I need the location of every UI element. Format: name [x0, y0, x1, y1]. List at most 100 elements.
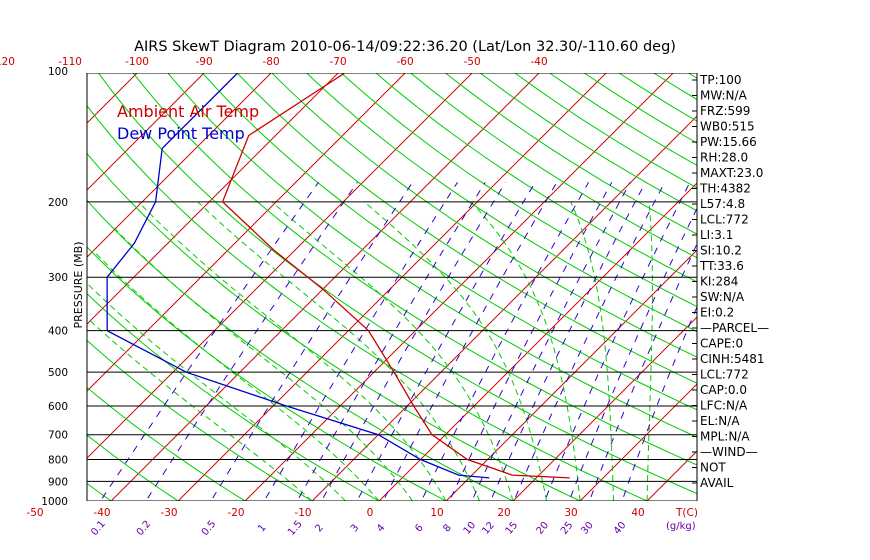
top-temp-tick-label: -70 — [329, 56, 346, 68]
top-temp-tick-label: -40 — [530, 56, 547, 68]
mixing-ratio-unit: (g/kg) — [666, 521, 696, 532]
mixing-ratio-line — [513, 182, 666, 501]
pressure-tick-label: 100 — [48, 66, 68, 78]
isotherm-line — [772, 73, 870, 510]
index-label: MW:N/A — [700, 89, 748, 103]
dry-adiabat-line — [271, 73, 697, 358]
index-label: WB0:515 — [700, 120, 755, 134]
mixing-ratio-tick-label: 8 — [441, 522, 454, 534]
moist-adiabat-line — [87, 282, 346, 501]
mixing-ratio-line — [471, 182, 631, 501]
index-label: AVAIL — [700, 476, 734, 490]
legend-dew-point: Dew Point Temp — [117, 124, 245, 143]
index-label: PW:15.66 — [700, 135, 757, 149]
index-label: LFC:N/A — [700, 399, 748, 413]
index-label: RH:28.0 — [700, 151, 748, 165]
index-label: SI:10.2 — [700, 244, 742, 258]
index-label: LCL:772 — [700, 368, 749, 382]
isotherm-line — [177, 73, 607, 501]
index-label: LCL:772 — [700, 213, 749, 227]
moist-adiabat-line — [138, 201, 447, 501]
isotherm-line — [87, 73, 406, 392]
isotherm-line — [244, 73, 674, 501]
mixing-ratio-tick-label: 0.5 — [200, 519, 219, 538]
isotherm-line — [110, 73, 540, 501]
isotherm-line — [87, 73, 339, 325]
index-label: CAP:0.0 — [700, 383, 747, 397]
profile-lines — [106, 73, 570, 479]
bottom-temp-tick-label: 40 — [631, 507, 644, 519]
isotherm-line — [87, 73, 473, 459]
mixing-ratio-tick-label: 0.2 — [135, 519, 154, 538]
mixing-ratio-tick-label: 15 — [504, 520, 521, 537]
mixing-ratio-tick-label: 12 — [480, 520, 497, 537]
index-label: NOT — [700, 461, 726, 475]
index-label: CAPE:0 — [700, 337, 743, 351]
mixing-ratio-tick-label: 40 — [612, 520, 629, 537]
pressure-tick-label: 300 — [48, 272, 68, 284]
pressure-tick-label: 500 — [48, 367, 68, 379]
dry-adiabat-line — [87, 482, 112, 501]
index-label: EI:0.2 — [700, 306, 734, 320]
dry-adiabat-line — [87, 386, 247, 501]
dry-adiabat-line — [87, 152, 582, 501]
isotherm-line — [445, 249, 697, 501]
moist-adiabat-line — [87, 317, 313, 501]
bottom-temp-tick-label: 10 — [430, 507, 443, 519]
mixing-ratio-tick-label: 4 — [375, 522, 388, 534]
y-axis-label: PRESSURE (MB) — [72, 242, 85, 329]
pressure-tick-label: 700 — [48, 430, 68, 442]
index-label: SW:N/A — [700, 290, 745, 304]
moist-adiabat-line — [113, 227, 413, 501]
isotherm-line — [512, 316, 697, 501]
mixing-ratio-tick-label: 10 — [462, 520, 479, 537]
index-label: KI:284 — [700, 275, 738, 289]
mixing-ratio-tick-label: 30 — [579, 520, 596, 537]
pressure-tick-label: 900 — [48, 476, 68, 488]
mixing-ratio-line — [99, 182, 319, 501]
top-temp-tick-label: -90 — [195, 56, 212, 68]
dry-adiabat-line — [758, 73, 870, 510]
bottom-temp-tick-label: 0 — [367, 507, 374, 519]
index-label: FRZ:599 — [700, 104, 750, 118]
dry-adiabat-line — [167, 73, 697, 438]
dry-adiabat-line — [98, 73, 697, 495]
diagram-grid — [87, 73, 870, 510]
mixing-ratio-tick-label: 20 — [534, 520, 551, 537]
dry-adiabat-line — [236, 73, 697, 384]
index-label: TH:4382 — [699, 182, 751, 196]
index-label: —PARCEL— — [700, 321, 769, 335]
mixing-ratio-line — [382, 182, 558, 501]
bottom-temp-tick-label: -30 — [160, 507, 177, 519]
moist-adiabat-line — [92, 250, 380, 501]
bottom-temp-tick-label: -50 — [26, 507, 43, 519]
index-label: LI:3.1 — [700, 228, 733, 242]
mixing-ratio-line — [321, 182, 507, 501]
mixing-ratio-line — [490, 182, 647, 501]
mixing-ratio-line — [621, 305, 697, 501]
bottom-temp-tick-label: 20 — [497, 507, 510, 519]
mixing-ratio-line — [145, 182, 358, 501]
top-temp-tick-label: -110 — [58, 56, 82, 68]
ambient-temp-line — [221, 73, 570, 479]
bottom-temp-tick-label: -10 — [294, 507, 311, 519]
dry-adiabat-line — [87, 339, 314, 501]
index-label: L57:4.8 — [700, 197, 745, 211]
mixing-ratio-line — [588, 242, 697, 501]
mixing-ratio-line — [448, 182, 613, 501]
index-label: TP:100 — [699, 73, 742, 87]
moist-adiabat-line — [570, 201, 615, 501]
mixing-ratio-line — [296, 182, 486, 501]
mixing-ratio-line — [568, 207, 697, 501]
dry-adiabat-line — [202, 73, 697, 411]
dew-point-line — [106, 73, 490, 479]
index-label: —WIND— — [700, 445, 758, 459]
isotherm-line — [87, 73, 205, 191]
mixing-ratio-line — [420, 182, 590, 501]
pressure-tick-label: 200 — [48, 197, 68, 209]
top-temp-tick-label: -60 — [396, 56, 413, 68]
index-label: EL:N/A — [700, 414, 740, 428]
moist-adiabat-line — [646, 201, 653, 501]
dry-adiabat-line — [87, 246, 448, 501]
